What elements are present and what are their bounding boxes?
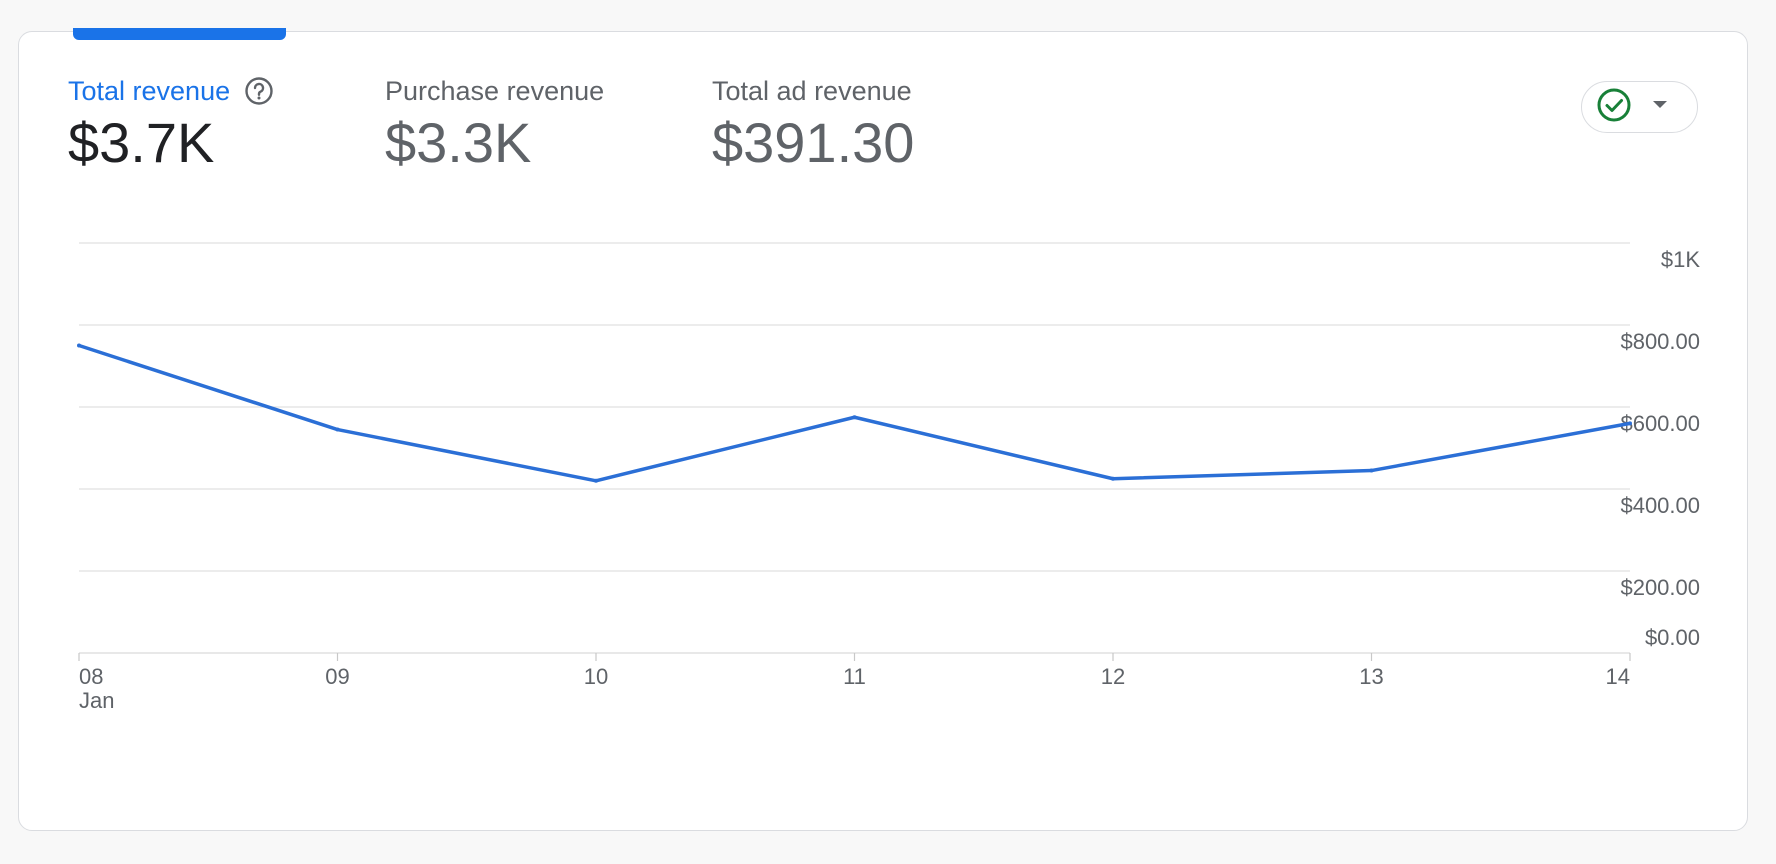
check-circle-icon xyxy=(1596,87,1632,128)
revenue-card xyxy=(18,28,1748,831)
y-axis-tick-label: $200.00 xyxy=(1620,575,1700,600)
metric-total-revenue[interactable]: Total revenue $3.7K xyxy=(68,75,274,171)
x-axis-tick-label: 11 xyxy=(843,664,866,689)
metric-label-text: Total revenue xyxy=(68,75,231,106)
help-icon[interactable] xyxy=(244,76,274,106)
x-axis-tick-label: 10 xyxy=(584,664,608,689)
metric-label: Total ad revenue xyxy=(712,75,912,106)
metric-label: Purchase revenue xyxy=(385,75,605,106)
data-point[interactable] xyxy=(77,343,81,348)
data-point[interactable] xyxy=(1369,468,1374,473)
y-axis-tick-label: $800.00 xyxy=(1620,329,1700,354)
x-axis-tick-label: 09 xyxy=(325,664,349,689)
metric-value: $391.30 xyxy=(712,111,915,174)
metric-value: $3.3K xyxy=(385,111,532,174)
data-point[interactable] xyxy=(1111,476,1115,481)
y-axis-tick-label: $0.00 xyxy=(1645,625,1700,650)
x-axis-tick-label: 12 xyxy=(1101,664,1125,689)
active-tab-indicator xyxy=(73,28,286,40)
x-axis-tick-label: 13 xyxy=(1359,664,1383,689)
metric-label: Total revenue xyxy=(68,75,274,107)
metric-purchase-revenue[interactable]: Purchase revenue $3.3K xyxy=(385,75,604,171)
x-axis-tick-label: 08 xyxy=(79,664,103,689)
data-point[interactable] xyxy=(594,478,598,483)
x-axis-month-label: Jan xyxy=(79,688,114,713)
metric-value: $3.7K xyxy=(68,111,215,174)
data-point[interactable] xyxy=(335,427,340,432)
x-axis-tick-label: 14 xyxy=(1606,664,1630,689)
status-dropdown-button[interactable] xyxy=(1581,81,1698,133)
data-point[interactable] xyxy=(1628,421,1632,426)
series-line[interactable] xyxy=(78,343,1631,483)
caret-down-icon xyxy=(1650,98,1670,116)
y-axis-tick-label: $1K xyxy=(1661,247,1700,272)
y-axis-tick-label: $600.00 xyxy=(1620,411,1700,436)
data-point[interactable] xyxy=(852,415,857,420)
y-axis-tick-label: $400.00 xyxy=(1620,493,1700,518)
metric-total-ad-revenue[interactable]: Total ad revenue $391.30 xyxy=(712,75,914,171)
